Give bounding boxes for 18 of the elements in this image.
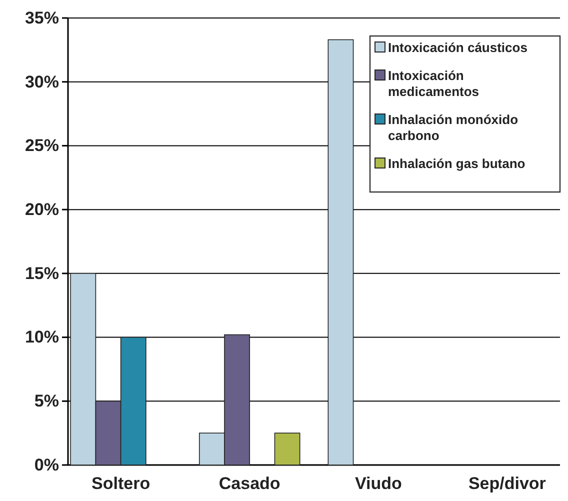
y-tick-label: 5%: [34, 392, 59, 411]
x-tick-label: Casado: [218, 474, 280, 494]
y-tick-label: 20%: [24, 200, 59, 220]
bar: [274, 432, 300, 466]
y-tick-label: 30%: [24, 72, 59, 92]
y-tick-label: 35%: [24, 8, 59, 28]
legend-label: Intoxicación medicamentos: [388, 68, 480, 99]
x-tick-label: Soltero: [92, 474, 150, 494]
y-tick-label: 15%: [24, 264, 59, 283]
legend-label: Intoxicación cáusticos: [388, 40, 528, 55]
x-tick-label: Sep/divor: [468, 474, 546, 494]
legend-label: Inhalación gas butano: [388, 156, 526, 171]
x-tick-label: Viudo: [354, 474, 402, 494]
y-tick-label: 10%: [24, 328, 59, 347]
legend-label: Inhalación monóxido carbono: [388, 112, 518, 143]
y-tick-label: 0%: [34, 455, 59, 474]
y-tick-label: 25%: [24, 136, 59, 156]
bar: [328, 39, 354, 466]
